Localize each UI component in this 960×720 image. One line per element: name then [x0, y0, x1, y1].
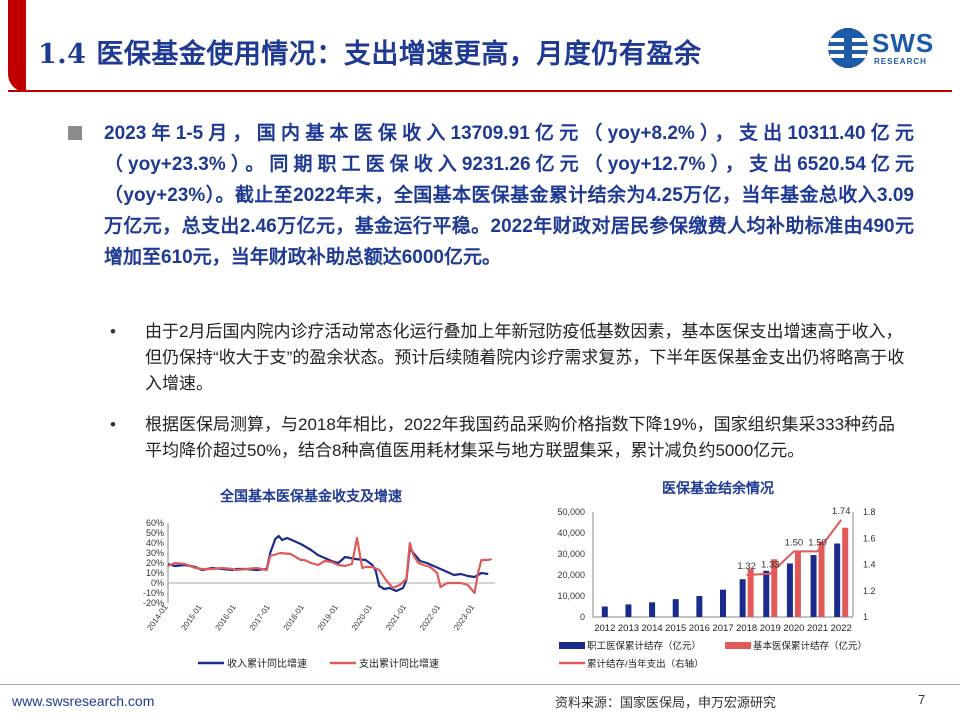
- x-tick-label: 2023-01: [452, 603, 477, 633]
- series-line: [167, 536, 492, 595]
- x-tick-label: 2015: [665, 623, 686, 634]
- x-tick-label: 2016-01: [214, 603, 239, 633]
- bar-workers: [649, 602, 656, 617]
- footer-url-link[interactable]: www.swsresearch.com: [12, 693, 155, 709]
- x-tick-label: 2020-01: [350, 603, 375, 633]
- bar-workers: [696, 596, 703, 617]
- ratio-data-label: 1.50: [785, 537, 804, 548]
- y-tick-label: 20%: [146, 558, 164, 568]
- right-axis-tick-label: 1.8: [863, 507, 876, 517]
- x-tick-label: 2019: [760, 623, 781, 634]
- bar-workers: [739, 579, 746, 617]
- growth-line-chart: -20%-10%0%10%20%30%40%50%60%2014-01 2015-…: [143, 518, 495, 670]
- bar-workers: [601, 606, 608, 617]
- chart-left-title: 全国基本医保基金收支及增速: [220, 488, 402, 504]
- y-tick-label: 60%: [146, 518, 164, 528]
- bar-workers: [834, 543, 841, 617]
- left-axis-tick-label: 0: [580, 612, 585, 622]
- main-bullet-icon: [68, 126, 82, 140]
- y-tick-label: 10%: [146, 568, 164, 578]
- x-tick-label: 2017-01: [248, 603, 273, 633]
- sws-logo: SWS RESEARCH: [826, 24, 946, 76]
- sub-point-1: • 由于2月后国内院内诊疗活动常态化运行叠加上年新冠防疫低基数因素，基本医保支出…: [110, 319, 910, 397]
- main-point-text: 2023年1-5月，国内基本医保收入13709.91亿元（yoy+8.2%），支…: [104, 123, 914, 268]
- logo-text: SWS: [872, 28, 935, 58]
- bar-workers: [810, 555, 817, 617]
- ratio-line: [746, 519, 842, 576]
- right-axis-tick-label: 1.4: [863, 560, 876, 570]
- y-tick-label: -10%: [143, 588, 164, 598]
- title-underline: [8, 90, 952, 92]
- x-tick-label: 2022: [831, 623, 852, 634]
- y-tick-label: 0%: [151, 578, 164, 588]
- chart-right-title: 医保基金结余情况: [662, 480, 774, 496]
- x-tick-label: 2021: [807, 623, 828, 634]
- right-axis-tick-label: 1.2: [863, 586, 876, 596]
- x-tick-label: 2017: [712, 623, 733, 634]
- ratio-data-label: 1.50: [808, 537, 827, 548]
- x-tick-label: 2019-01: [316, 603, 341, 633]
- x-tick-label: 2022-01: [418, 603, 443, 633]
- y-tick-label: 30%: [146, 548, 164, 558]
- left-axis-tick-label: 40,000: [557, 528, 585, 538]
- ratio-data-label: 1.32: [737, 561, 756, 572]
- x-tick-label: 2012: [594, 623, 615, 634]
- legend-label: 基本医保累计结存（亿元）: [753, 640, 867, 652]
- footer-divider: [0, 684, 960, 685]
- left-axis-tick-label: 50,000: [557, 507, 585, 517]
- sub-point-text: 由于2月后国内院内诊疗活动常态化运行叠加上年新冠防疫低基数因素，基本医保支出增速…: [145, 322, 905, 393]
- x-tick-label: 2018-01: [282, 603, 307, 633]
- legend-label: 收入累计同比增速: [227, 657, 307, 670]
- title-accent-bar: [8, 0, 26, 92]
- x-tick-label: 2021-01: [384, 603, 409, 633]
- right-axis-tick-label: 1.6: [863, 533, 876, 543]
- bar-basic: [747, 568, 754, 617]
- legend-swatch-workers: [559, 642, 585, 649]
- bar-basic: [818, 541, 825, 617]
- legend-swatch-basic: [725, 642, 751, 649]
- right-axis-tick-label: 1: [863, 612, 868, 622]
- bar-basic: [771, 559, 778, 617]
- bar-workers: [672, 599, 679, 617]
- bar-basic: [794, 550, 801, 617]
- bar-workers: [720, 589, 726, 617]
- ratio-data-label: 1.33: [761, 560, 780, 571]
- sws-logo-icon: [828, 28, 868, 68]
- x-tick-label: 2018: [736, 623, 757, 634]
- bar-workers: [763, 570, 770, 617]
- y-tick-label: -20%: [143, 598, 164, 608]
- bar-workers: [625, 604, 632, 617]
- legend-label: 支出累计同比增速: [359, 657, 439, 670]
- left-axis-tick-label: 30,000: [557, 549, 585, 559]
- legend-label: 累计结存/当年支出（右轴）: [587, 658, 704, 670]
- y-tick-label: 50%: [146, 528, 164, 538]
- sub-point-text: 根据医保局测算，与2018年相比，2022年我国药品采购价格指数下降19%，国家…: [145, 415, 896, 460]
- sub-point-2: • 根据医保局测算，与2018年相比，2022年我国药品采购价格指数下降19%，…: [110, 412, 910, 464]
- x-tick-label: 2013: [618, 623, 639, 634]
- title-bar: 1.4 医保基金使用情况：支出增速更高，月度仍有盈余 SWS RESEARCH: [0, 0, 960, 92]
- bar-basic: [842, 527, 849, 617]
- page-number: 7: [918, 692, 926, 707]
- page-title: 1.4 医保基金使用情况：支出增速更高，月度仍有盈余: [38, 39, 702, 70]
- legend-label: 职工医保累计结存（亿元）: [587, 640, 701, 652]
- x-tick-label: 2020: [783, 623, 804, 634]
- bar-workers: [786, 563, 793, 617]
- footer-source: 资料来源：国家医保局，申万宏源研究: [555, 695, 777, 710]
- logo-subtext: RESEARCH: [874, 57, 927, 66]
- ratio-data-label: 1.74: [832, 506, 851, 517]
- bullet-dot-icon: •: [110, 415, 116, 434]
- left-axis-tick-label: 20,000: [557, 570, 585, 580]
- balance-bar-chart: 0 10,000 20,000 30,000 40,000 50,000 1 1.2 1.4 1.…: [557, 506, 876, 670]
- y-tick-label: 40%: [146, 538, 164, 548]
- left-axis-tick-label: 10,000: [557, 591, 585, 601]
- x-tick-label: 2015-01: [179, 603, 204, 633]
- x-tick-label: 2014: [642, 623, 663, 634]
- bullet-dot-icon: •: [110, 322, 116, 341]
- x-tick-label: 2016: [689, 623, 710, 634]
